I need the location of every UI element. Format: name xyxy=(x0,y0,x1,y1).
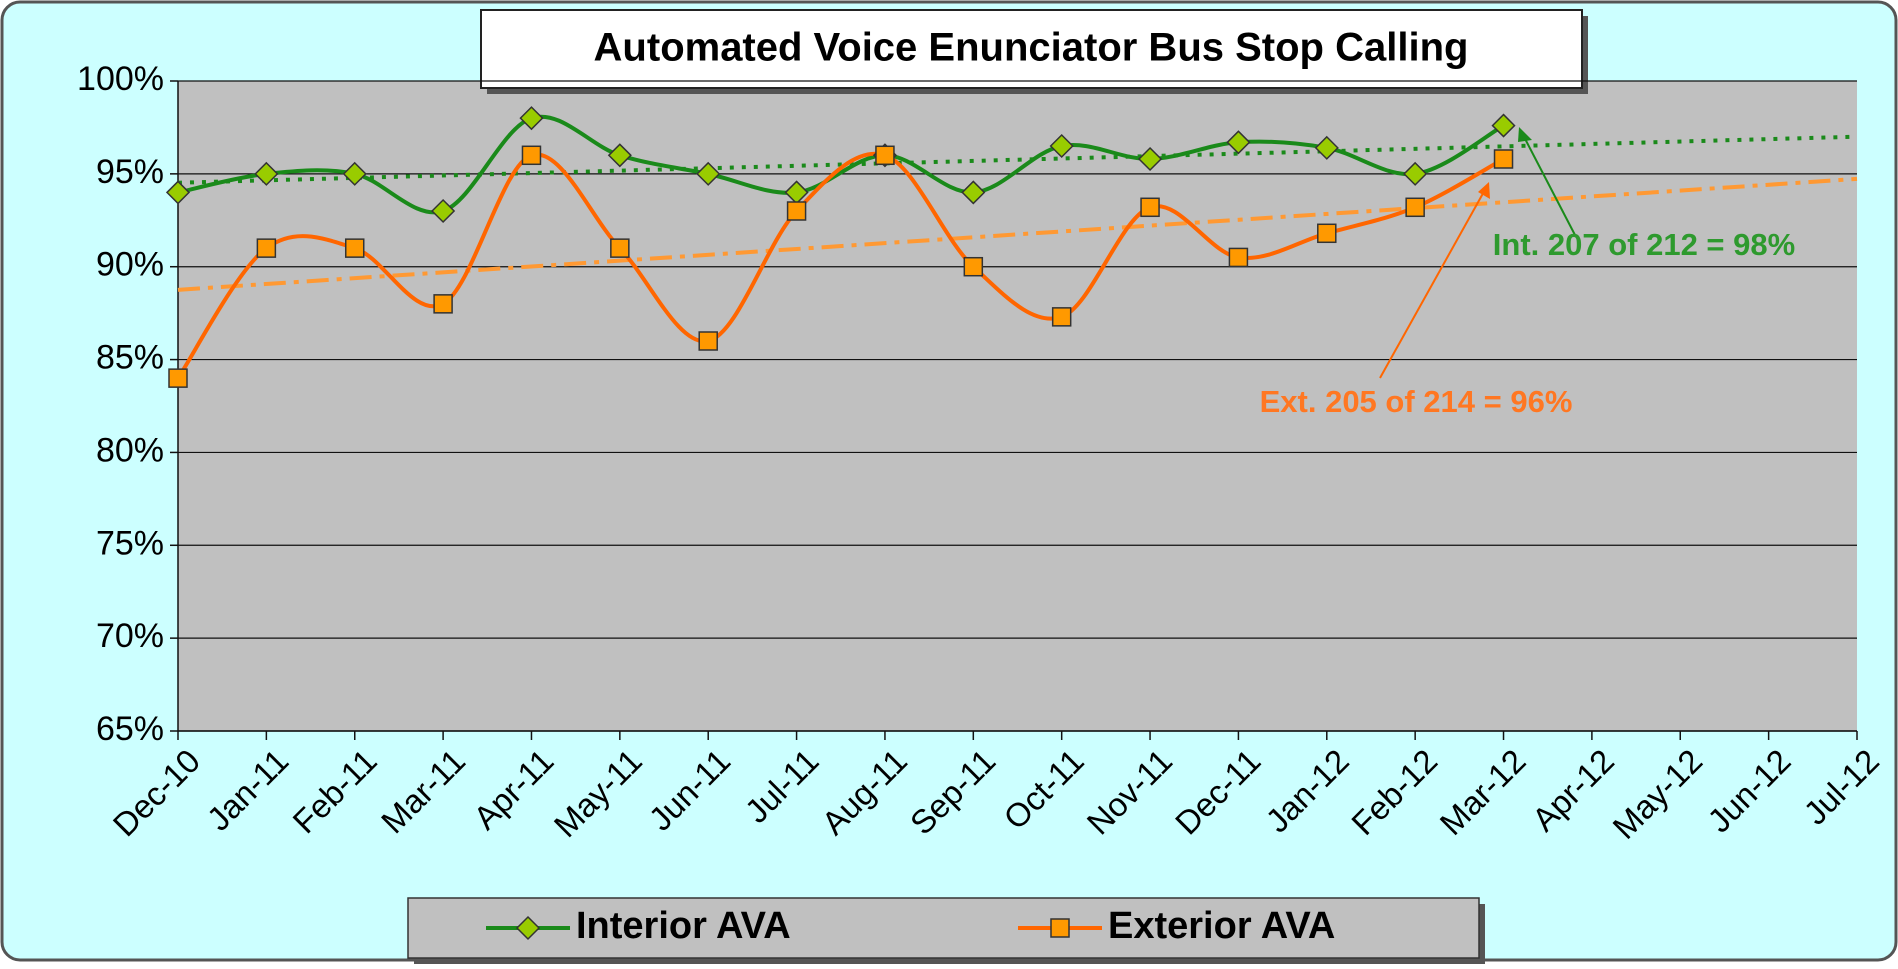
marker xyxy=(431,198,456,224)
marker xyxy=(1051,307,1072,327)
y-tick-label: 100% xyxy=(77,60,164,98)
plot-area xyxy=(178,81,1857,731)
marker xyxy=(254,161,279,186)
marker xyxy=(1140,197,1160,218)
marker xyxy=(165,180,191,205)
annotation: Ext. 205 of 214 = 96% xyxy=(1260,384,1573,419)
marker xyxy=(786,201,807,221)
annotation: Int. 207 of 212 = 98% xyxy=(1493,227,1795,262)
marker xyxy=(961,180,986,205)
marker xyxy=(1137,146,1163,172)
marker xyxy=(433,294,453,314)
legend-box xyxy=(407,897,1480,959)
chart-title: Automated Voice Enunciator Bus Stop Call… xyxy=(594,26,1469,70)
arrow-head xyxy=(1478,182,1490,199)
y-tick-label: 80% xyxy=(96,431,164,469)
marker xyxy=(1228,247,1249,268)
title-box xyxy=(480,9,1583,89)
marker xyxy=(521,145,542,166)
marker xyxy=(1049,133,1074,159)
marker xyxy=(1493,149,1514,169)
y-tick-label: 95% xyxy=(96,153,164,191)
y-tick-label: 75% xyxy=(96,524,164,562)
marker xyxy=(1403,161,1428,186)
marker xyxy=(875,145,895,166)
trendline xyxy=(177,134,1858,185)
marker xyxy=(610,238,630,258)
series-line xyxy=(177,114,1505,215)
marker xyxy=(1317,223,1337,244)
marker xyxy=(698,331,718,351)
marker xyxy=(256,238,277,258)
marker xyxy=(344,238,365,258)
marker xyxy=(607,143,632,168)
arrow-head xyxy=(1518,127,1532,142)
marker xyxy=(1405,197,1425,218)
legend-label: Interior AVA xyxy=(576,905,791,947)
y-tick-label: 70% xyxy=(96,617,164,655)
y-tick-label: 85% xyxy=(96,339,164,377)
marker xyxy=(1314,135,1339,160)
legend-marker xyxy=(1050,918,1070,938)
marker xyxy=(696,161,721,186)
marker xyxy=(1226,130,1251,155)
marker xyxy=(342,161,367,186)
y-tick-label: 65% xyxy=(96,710,164,748)
y-tick-label: 90% xyxy=(96,246,164,284)
marker xyxy=(519,106,544,131)
annotation-arrow xyxy=(1379,187,1487,379)
legend-label: Exterior AVA xyxy=(1108,905,1335,947)
marker xyxy=(963,256,984,277)
marker xyxy=(168,368,188,388)
legend-marker xyxy=(515,915,541,941)
annotation-arrow xyxy=(1521,132,1576,236)
marker xyxy=(1491,113,1516,138)
